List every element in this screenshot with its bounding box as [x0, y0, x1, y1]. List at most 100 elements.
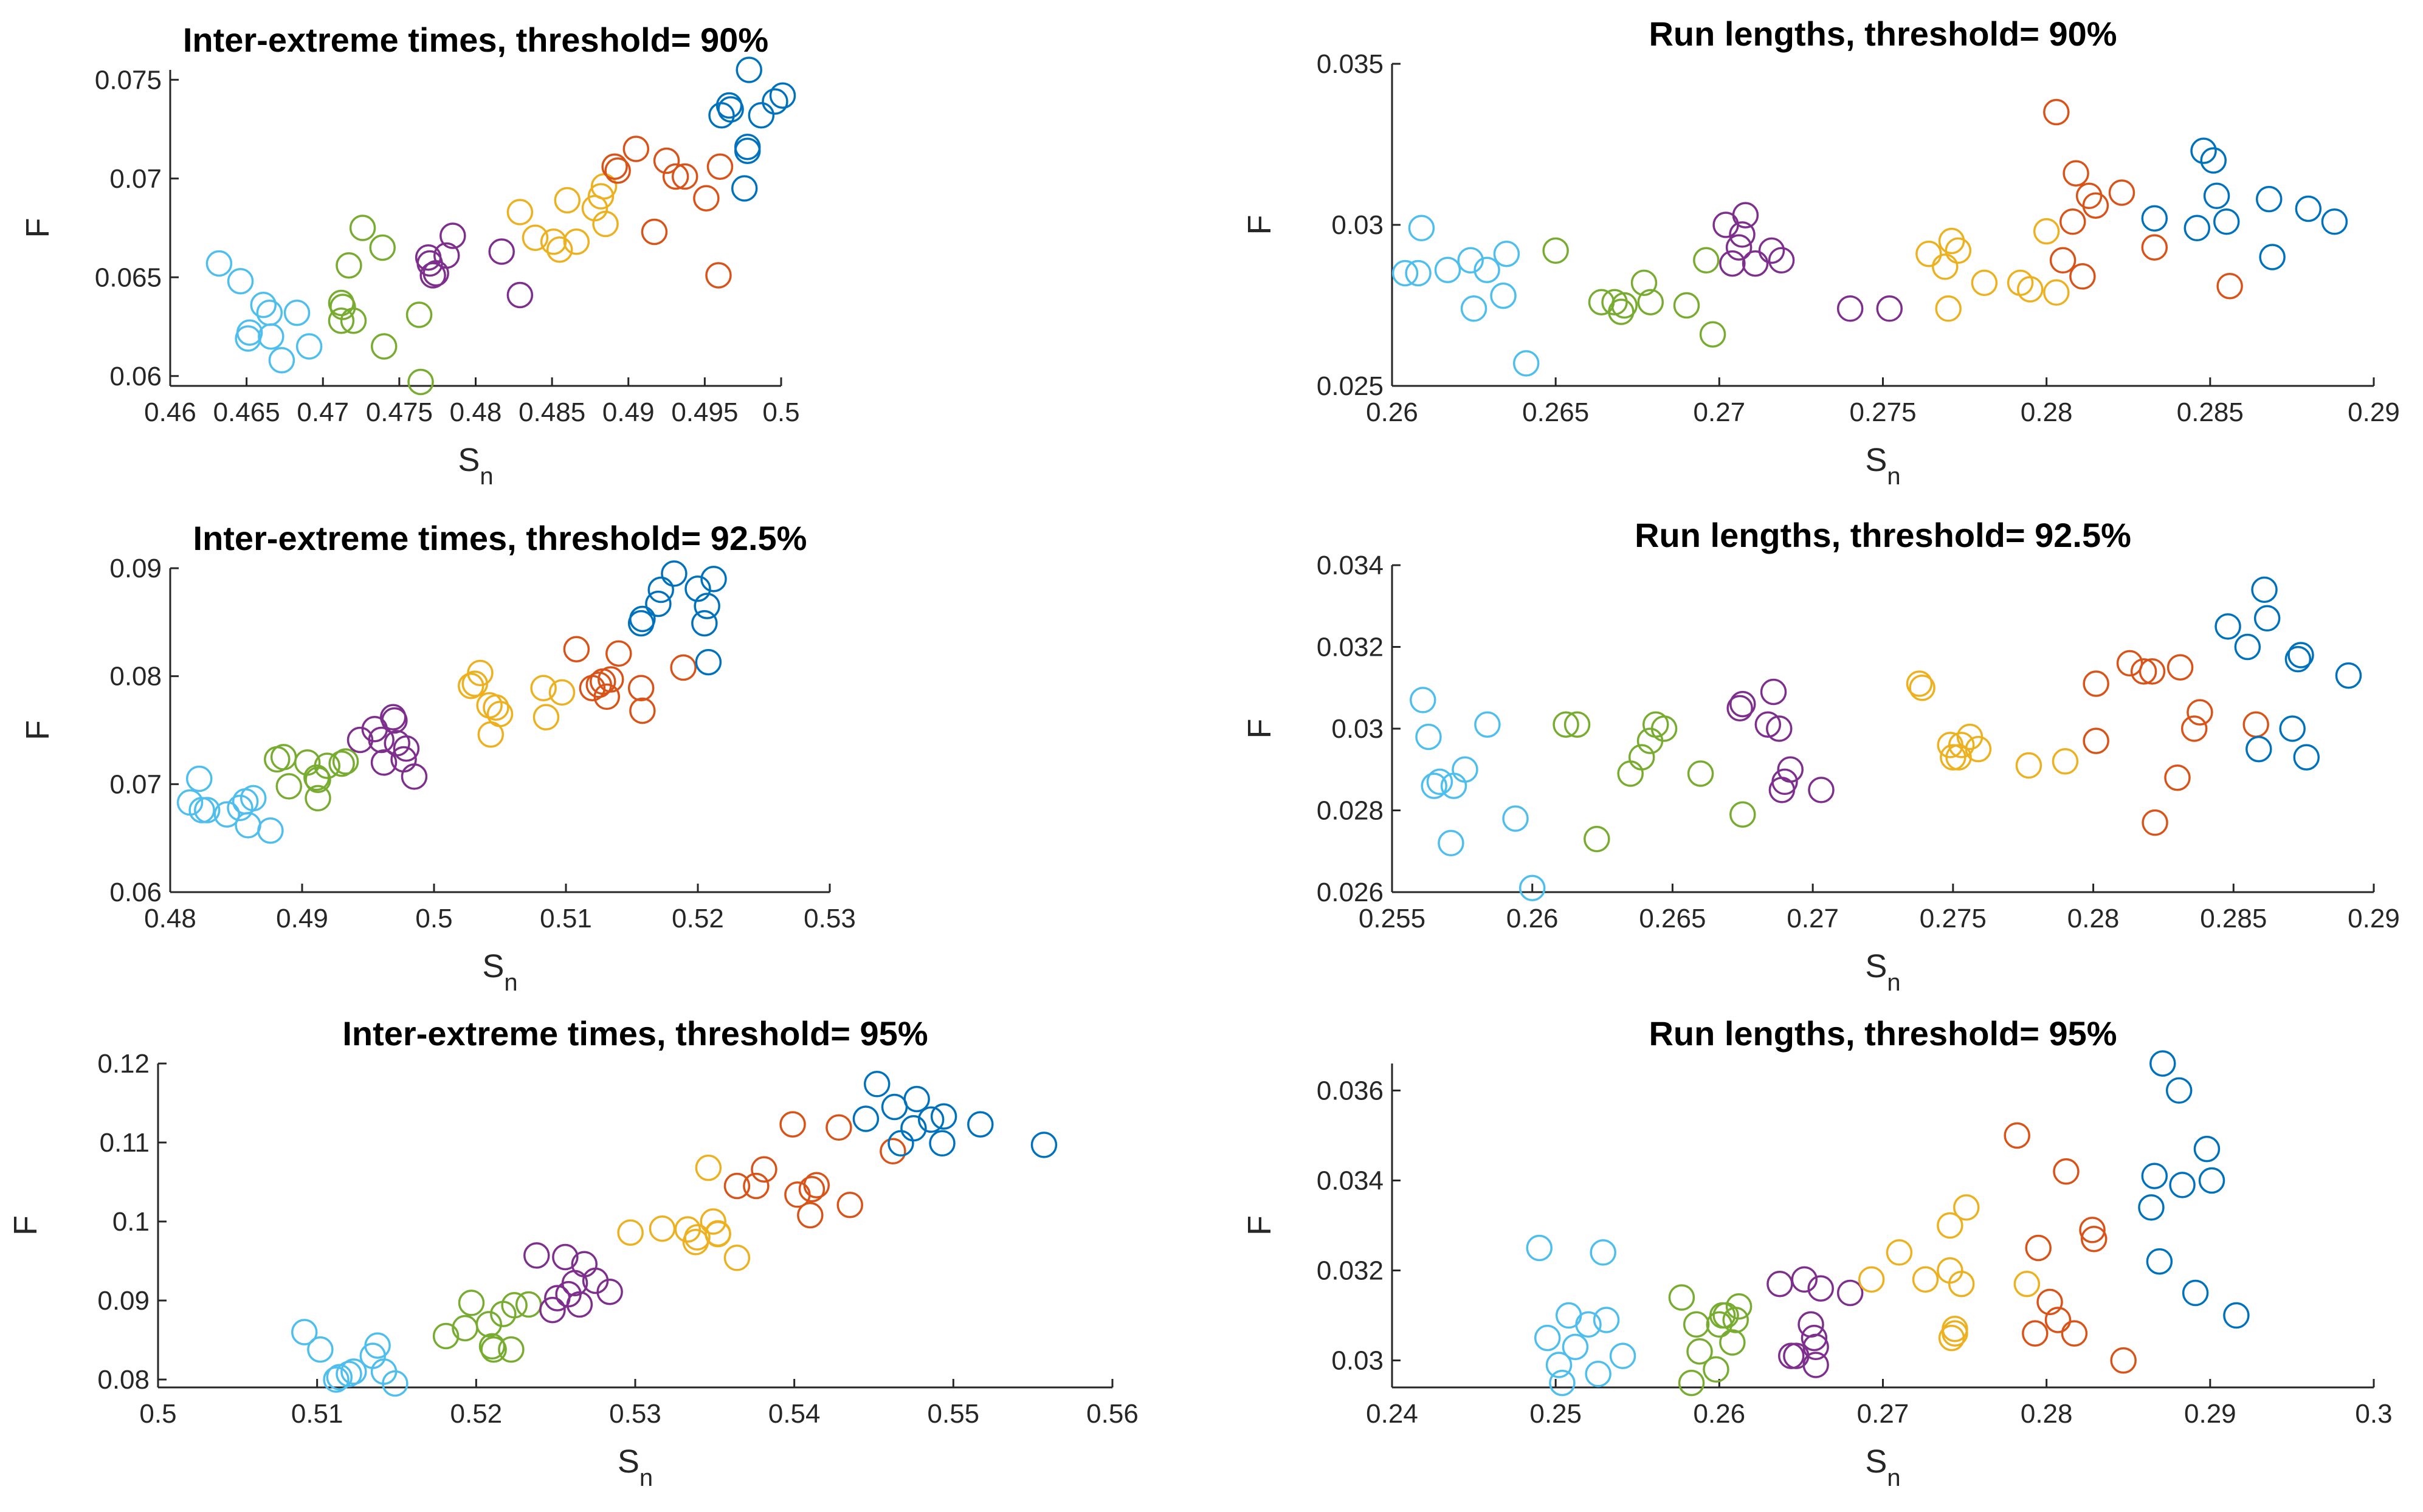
chart-2-ytick-label: 0.035: [1317, 49, 1384, 79]
chart-6-point-g2: [1725, 1293, 1753, 1320]
chart-4-point-g4: [1948, 732, 1975, 758]
chart-1-point-g2: [336, 252, 362, 279]
chart-5-ytick-label: 0.09: [97, 1286, 150, 1316]
chart-1-point-g6: [734, 134, 761, 160]
chart-1-xtick-label: 0.46: [144, 397, 196, 427]
chart-5-xtick-label: 0.55: [928, 1399, 980, 1429]
chart-5-point-g5: [825, 1114, 852, 1141]
chart-2-xtick-label: 0.27: [1694, 397, 1746, 427]
chart-3-point-g5: [629, 697, 656, 724]
chart-1-point-g5: [653, 147, 680, 174]
chart-5-point-g6: [852, 1105, 880, 1132]
chart-2: Run lengths, threshold= 90% 0.26 0.265 0.27…: [1241, 15, 2400, 490]
chart-2-point-g1: [1391, 259, 1419, 287]
chart-6-xtick-label: 0.27: [1857, 1399, 1909, 1429]
chart-1-point-g5: [601, 153, 628, 180]
chart-4-point-g1: [1452, 756, 1478, 783]
chart-3-point-g2: [328, 750, 355, 777]
chart-2-point-g6: [2141, 205, 2168, 232]
chart-4-point-g5: [2142, 809, 2168, 836]
chart-2-point-g1: [1408, 215, 1435, 242]
chart-4-point-g5: [2164, 764, 2191, 791]
chart-2-point-g5: [2059, 208, 2086, 235]
chart-2-point-g6: [2213, 208, 2240, 235]
chart-6-ytick-label: 0.034: [1317, 1166, 1384, 1195]
chart-1-xtick-label: 0.475: [366, 397, 433, 427]
chart-6-xlabel-sub: n: [1887, 1465, 1900, 1491]
chart-3-point-g6: [700, 566, 727, 593]
chart-2-point-g4: [1945, 237, 1972, 264]
chart-2-point-g6: [2255, 185, 2283, 213]
chart-6-point-g5: [2110, 1347, 2137, 1374]
chart-5-xtick-label: 0.51: [291, 1399, 343, 1429]
chart-1-point-g2: [407, 368, 434, 396]
chart-2-point-g3: [1732, 202, 1759, 229]
chart-5-point-g3: [539, 1296, 566, 1324]
chart-4-point-g2: [1628, 744, 1655, 771]
chart-3-point-g6: [647, 576, 674, 603]
chart-4-point-g6: [2253, 605, 2281, 632]
chart-2-point-g2: [1693, 247, 1720, 274]
chart-5-point-g5: [798, 1175, 825, 1203]
chart-6-point-g5: [2061, 1320, 2088, 1347]
chart-5-point-g1: [364, 1332, 391, 1359]
chart-5-point-g1: [323, 1366, 350, 1393]
chart-5: Inter-extreme times, threshold= 95% 0.5 0.…: [7, 1014, 1139, 1491]
chart-3-point-g4: [486, 701, 514, 727]
chart-2-point-g6: [2295, 195, 2322, 222]
chart-5-point-g2: [478, 1333, 506, 1360]
chart-4: Run lengths, threshold= 92.5% 0.255 0.26 0.…: [1241, 516, 2400, 996]
chart-4-point-g3: [1754, 711, 1782, 738]
chart-6-xtick-label: 0.24: [1366, 1399, 1418, 1429]
chart-4-xtick-label: 0.26: [1506, 904, 1559, 933]
chart-3-point-g5: [605, 640, 632, 667]
chart-1-point-g6: [769, 82, 796, 109]
chart-4-point-g5: [2187, 699, 2213, 726]
chart-5-point-g6: [917, 1106, 945, 1133]
chart-3-point-g2: [305, 785, 331, 812]
chart-3-point-g2: [275, 773, 303, 800]
chart-1-point-g6: [731, 175, 758, 202]
chart-5-point-g2: [432, 1322, 460, 1350]
chart-4-point-g1: [1415, 723, 1442, 751]
chart-6-point-g1: [1534, 1324, 1561, 1352]
chart-5-point-g5: [751, 1156, 777, 1183]
chart-3-ytick-label: 0.07: [109, 769, 162, 799]
chart-3-point-g1: [213, 801, 241, 828]
chart-2-ylabel: F: [1241, 215, 1278, 235]
chart-1-point-g1: [236, 319, 263, 346]
chart-1-point-g2: [371, 333, 398, 360]
chart-2-point-g6: [2200, 147, 2227, 174]
chart-3-point-g3: [368, 726, 395, 754]
chart-4-title: Run lengths, threshold= 92.5%: [1635, 516, 2131, 554]
chart-2-point-g1: [1405, 259, 1432, 287]
chart-6-point-g6: [2182, 1279, 2209, 1307]
chart-3-point-g3: [401, 763, 428, 790]
chart-1: Inter-extreme times, threshold= 90% 0.46 0…: [19, 21, 800, 490]
chart-1-point-g2: [328, 308, 355, 334]
chart-6-point-g2: [1703, 1356, 1729, 1383]
chart-4-ytick-label: 0.034: [1317, 551, 1384, 580]
chart-2-point-g6: [2259, 244, 2286, 270]
chart-5-xlabel-main: S: [618, 1443, 639, 1480]
chart-5-point-g2: [501, 1292, 528, 1319]
chart-4-point-g6: [2234, 633, 2261, 661]
chart-5-point-g4: [700, 1208, 726, 1235]
chart-5-title: Inter-extreme times, threshold= 95%: [342, 1014, 928, 1053]
chart-6-point-g1: [1590, 1239, 1616, 1266]
chart-1-xlabel-sub: n: [480, 463, 493, 490]
chart-5-xlabel: Sn: [618, 1443, 653, 1491]
chart-3-xtick-label: 0.5: [415, 904, 452, 933]
chart-2-point-g6: [2183, 215, 2211, 242]
chart-6-point-g6: [2149, 1050, 2176, 1077]
chart-4-point-g1: [1474, 711, 1501, 738]
chart-3-ytick-label: 0.06: [109, 878, 162, 907]
chart-2-point-g6: [2190, 137, 2217, 164]
chart-4-xtick-label: 0.28: [2067, 904, 2120, 933]
chart-1-point-g5: [671, 163, 698, 190]
chart-6-point-g1: [1562, 1333, 1589, 1361]
chart-6-xtick-label: 0.3: [2355, 1399, 2392, 1429]
chart-3-ylabel: F: [19, 720, 56, 740]
chart-6-point-g2: [1678, 1369, 1705, 1397]
chart-6-point-g5: [2079, 1217, 2106, 1243]
